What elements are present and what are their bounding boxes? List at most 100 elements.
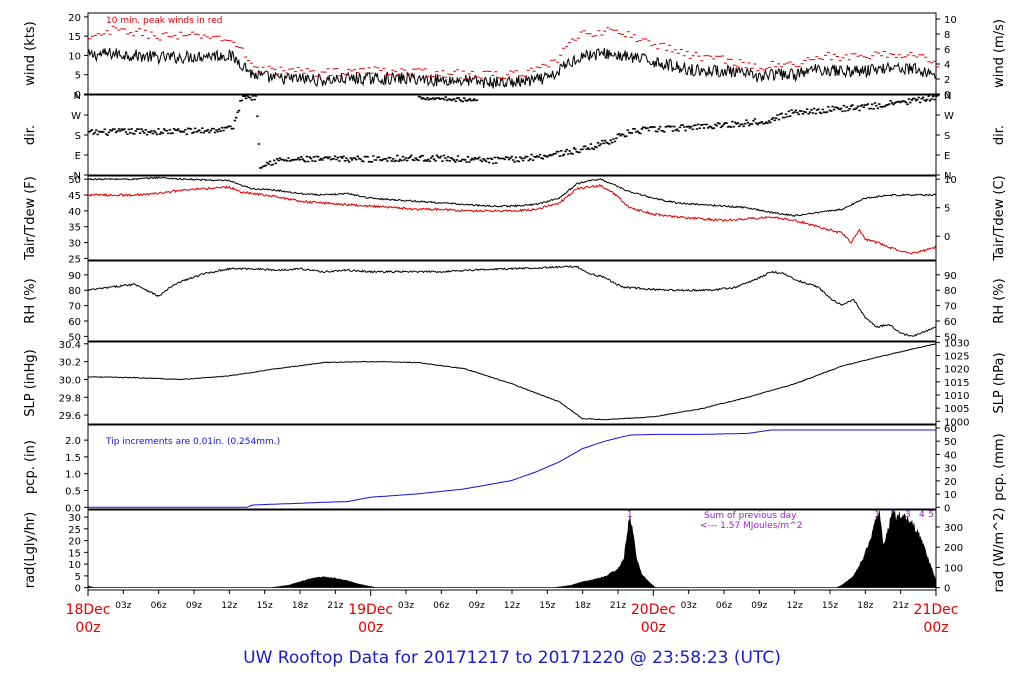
temp-left-tick-label: 40 (68, 207, 81, 218)
x-day-label-time: 00z (358, 620, 383, 636)
x-tick-label: 09z (469, 601, 485, 611)
x-tick-label: 09z (186, 601, 202, 611)
rad-left-tick-label: 25 (68, 525, 81, 536)
slp-left-tick-label: 29.8 (59, 393, 81, 404)
wind-right-tick-label: 0 (944, 90, 950, 101)
x-tick-label: 15z (257, 601, 273, 611)
dir-series-wind-direction (88, 95, 939, 169)
dir-left-tick-label: N (74, 171, 81, 182)
pcp-right-tick-label: 20 (944, 477, 957, 488)
temp-left-tick-label: 50 (68, 175, 81, 186)
dir-left-tick-label: E (75, 151, 81, 162)
temp-ylabel: Tair/Tdew (F) (23, 176, 38, 261)
pcp-ylabel-right: pcp. (mm) (992, 433, 1007, 500)
wind-right-tick-label: 10 (944, 15, 957, 26)
dir-right-tick-label: N (944, 171, 951, 182)
wind-left-tick-label: 5 (75, 71, 81, 82)
x-tick-label: 18z (292, 601, 308, 611)
slp-right-tick-label: 1020 (944, 365, 969, 376)
rh-frame (87, 260, 937, 342)
dir-series-wind-direction-marks (88, 95, 939, 169)
pcp-left-tick-label: 0.0 (65, 503, 81, 514)
x-tick-label: 12z (221, 601, 237, 611)
pcp-right-tick-label: 60 (944, 424, 957, 435)
x-tick-label: 15z (539, 601, 555, 611)
x-tick-label: 03z (115, 601, 131, 611)
x-tick-label: 12z (504, 601, 520, 611)
rad-right-tick-label: 100 (944, 563, 963, 574)
rad-ylabel: rad(Lgly/hr) (23, 512, 38, 588)
pcp-left-tick-label: 2.0 (65, 436, 81, 447)
rad-series-solar-radiation (87, 510, 937, 588)
slp-ylabel: SLP (inHg) (23, 349, 38, 417)
slp-right-tick-label: 1010 (944, 391, 969, 402)
rad-left-tick-label: 10 (68, 560, 81, 571)
wind-series-10-min-peak-wind (88, 25, 939, 79)
rad-right-tick-label: 300 (944, 523, 963, 534)
pcp-right-tick-label: 30 (944, 464, 957, 475)
temp-right-tick-label: 5 (944, 204, 950, 215)
pcp-left-tick-label: 1.5 (65, 453, 81, 464)
wind-left-tick-label: 15 (68, 32, 81, 43)
rh-left-tick-label: 90 (68, 271, 81, 282)
temp-right-tick-label: 10 (944, 175, 957, 186)
x-axis: 03z 06z 09z 12z 15z 18z 21z 03z 06z 09z 12z 15z 18z 2… (66, 590, 958, 636)
x-tick-label: 06z (151, 601, 167, 611)
slp-ylabel-right: SLP (hPa) (992, 352, 1007, 413)
x-tick-label: 21z (893, 601, 909, 611)
rad-day-marker: 5 (928, 510, 934, 520)
slp-right-tick-label: 1005 (944, 404, 969, 415)
rh-left-tick-label: 50 (68, 332, 81, 343)
slp-frame (87, 341, 937, 425)
slp-series-slp (87, 343, 937, 421)
pcp-right-tick-label: 50 (944, 437, 957, 448)
wind-panel: 0 5 10 15 20 0 2 4 6 8 10 wind (kts) wind (m/s) 10 mi… (23, 12, 1007, 101)
rh-series-rh (87, 264, 937, 337)
dir-series-wind-direction-north-cluster- (417, 95, 479, 103)
temp-series-tair (87, 176, 937, 218)
dir-right-tick-label: E (944, 151, 950, 162)
slp-right-tick-label: 1015 (944, 378, 969, 389)
rh-left-tick-label: 70 (68, 302, 81, 313)
x-day-label-time: 00z (923, 620, 948, 636)
rad-day-marker: 1 (874, 510, 880, 520)
rad-right-tick-label: 200 (944, 543, 963, 554)
slp-left-tick-label: 29.6 (59, 411, 81, 422)
dir-right-tick-label: N (944, 91, 951, 102)
pcp-right-tick-label: 40 (944, 450, 957, 461)
wind-left-tick-label: 10 (68, 51, 81, 62)
rad-annotation: Sum of previous day (704, 511, 797, 521)
rad-left-tick-label: 15 (68, 548, 81, 559)
temp-left-tick-label: 30 (68, 239, 81, 250)
pcp-left-tick-label: 1.0 (65, 470, 81, 481)
dir-left-tick-label: S (75, 131, 81, 142)
temp-frame (87, 175, 937, 261)
rh-right-tick-label: 60 (944, 317, 957, 328)
pcp-frame (87, 424, 937, 510)
x-tick-label: 15z (822, 601, 838, 611)
x-tick-label: 03z (681, 601, 697, 611)
wind-ylabel-right: wind (m/s) (992, 19, 1007, 88)
slp-right-tick-label: 1000 (944, 417, 969, 428)
rh-right-tick-label: 70 (944, 302, 957, 313)
temp-left-tick-label: 45 (68, 191, 81, 202)
pcp-left-tick-label: 0.5 (65, 487, 81, 498)
slp-left-tick-label: 30.0 (59, 375, 81, 386)
x-tick-label: 06z (433, 601, 449, 611)
wind-left-tick-label: 0 (75, 90, 81, 101)
rad-left-tick-label: 20 (68, 537, 81, 548)
rh-right-tick-label: 80 (944, 286, 957, 297)
rh-right-tick-label: 50 (944, 332, 957, 343)
pcp-annotation: Tip increments are 0.01in. (0.254mm.) (105, 437, 280, 447)
rad-right-tick-label: 0 (944, 584, 950, 595)
x-day-label-date: 19Dec (348, 602, 393, 618)
slp-right-tick-label: 1025 (944, 352, 969, 363)
rh-ylabel-right: RH (%) (992, 278, 1007, 323)
pcp-ylabel: pcp. (in) (23, 440, 38, 494)
rh-left-tick-label: 60 (68, 317, 81, 328)
pcp-right-tick-label: 10 (944, 490, 957, 501)
slp-left-tick-label: 30.2 (59, 358, 81, 369)
pcp-panel: 0.0 0.5 1.0 1.5 2.0 0 10 20 30 40 50 60 pcp. (in) pcp… (23, 424, 1007, 514)
